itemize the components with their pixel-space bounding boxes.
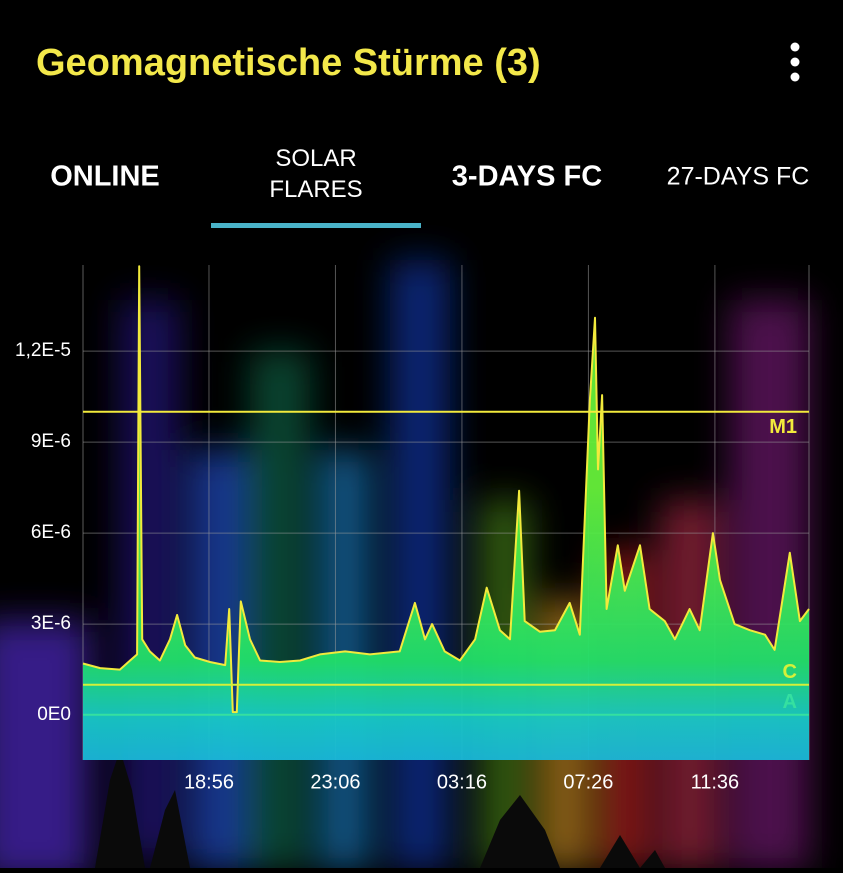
x-tick-label: 23:06 — [310, 771, 360, 793]
area — [83, 266, 809, 760]
y-tick-label: 9E-6 — [31, 431, 71, 452]
trees — [95, 750, 665, 868]
app-title: Geomagnetische Stürme (3) — [36, 42, 541, 84]
tab-label: SOLAR FLARES — [269, 145, 362, 203]
tab-indicator — [211, 223, 421, 228]
tab-label: 3-DAYS FC — [452, 161, 602, 193]
x-tick-label: 11:36 — [691, 771, 740, 793]
x-tick-label: 07:26 — [563, 771, 613, 793]
tab-label: 27-DAYS FC — [667, 163, 810, 191]
threshold-label: M1 — [769, 416, 797, 438]
menu-dot — [790, 57, 800, 67]
tab[interactable]: 27-DAYS FC — [667, 163, 810, 191]
menu-button[interactable] — [790, 42, 800, 82]
menu-dot — [790, 72, 800, 82]
chart: 0E0 3E-6 6E-6 9E-6 1,2E-5 18:56 23:06 03:16 07:2… — [15, 265, 810, 793]
menu-dot — [790, 42, 800, 52]
tab-label: ONLINE — [50, 161, 160, 193]
tab[interactable]: SOLAR FLARES — [211, 145, 421, 228]
y-tick-label: 0E0 — [37, 704, 71, 725]
y-tick-label: 1,2E-5 — [15, 340, 71, 361]
y-tick-label: 3E-6 — [31, 613, 71, 634]
threshold-label: A — [783, 691, 797, 713]
threshold-label: C — [783, 661, 797, 683]
x-tick-label: 03:16 — [437, 771, 487, 793]
x-tick-label: 18:56 — [184, 771, 234, 793]
tab[interactable]: ONLINE — [50, 161, 160, 193]
y-tick-label: 6E-6 — [31, 522, 71, 543]
tab-bar: ONLINE SOLAR FLARES 3-DAYS FC 27-DAYS FC — [50, 145, 809, 228]
tab[interactable]: 3-DAYS FC — [452, 161, 602, 193]
line — [82, 265, 810, 714]
